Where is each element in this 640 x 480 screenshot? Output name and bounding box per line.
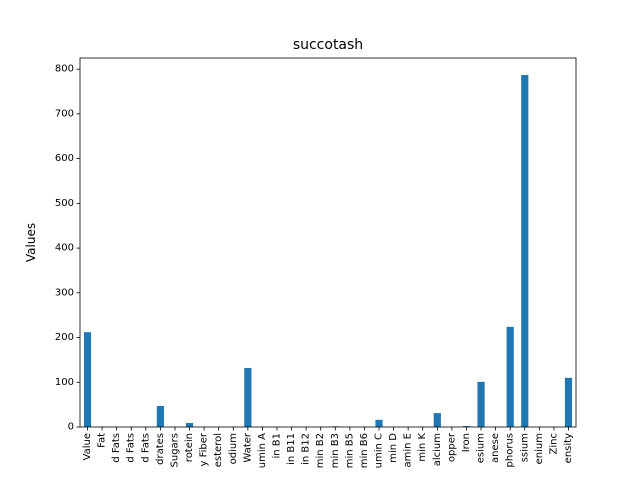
bar [185, 422, 194, 427]
bar [506, 326, 514, 427]
x-tick-label: odium [228, 433, 239, 464]
bar [521, 75, 529, 427]
x-tick-label: ssium [519, 433, 530, 462]
x-tick-label: esterol [213, 433, 224, 467]
x-tick-label: esium [476, 433, 487, 463]
x-tick-label: umin C [374, 433, 385, 468]
bar [244, 367, 252, 427]
x-axis: Value Fat d Fats d Fats d Fats drates Sugars ro… [82, 427, 574, 468]
bar [375, 419, 383, 427]
x-tick-label: d Fats [140, 433, 151, 463]
x-tick-label: Value [82, 433, 93, 460]
x-tick-label: in B12 [301, 433, 312, 465]
x-tick-label: Iron [461, 433, 472, 452]
bar [564, 377, 573, 427]
y-tick-label: 200 [55, 332, 74, 343]
x-tick-label: Water [242, 432, 253, 462]
bar [433, 413, 441, 427]
x-tick-label: alcium [432, 433, 443, 466]
x-tick-label: Fat [97, 433, 108, 448]
x-tick-label: d Fats [126, 433, 137, 463]
y-axis-label: Values [24, 223, 38, 262]
x-tick-label: enium [534, 433, 545, 464]
y-tick-label: 700 [55, 108, 74, 119]
x-tick-label: in B1 [271, 433, 282, 459]
x-tick-label: drates [155, 433, 166, 465]
y-tick-label: 100 [55, 377, 74, 388]
bar [83, 332, 92, 427]
bar [156, 405, 164, 427]
x-tick-label: phorus [505, 433, 516, 467]
y-tick-label: 600 [55, 153, 74, 164]
y-tick-label: 800 [55, 64, 74, 75]
x-tick-label: min K [417, 433, 428, 462]
x-tick-label: min B5 [344, 433, 355, 468]
x-tick-label: umin A [257, 433, 268, 468]
x-tick-label: opper [446, 432, 457, 462]
bar [477, 381, 485, 427]
x-tick-label: min D [388, 433, 399, 463]
x-tick-label: anese [490, 433, 501, 463]
x-tick-label: Sugars [169, 433, 180, 467]
x-tick-label: ensity [563, 433, 574, 463]
y-tick-label: 500 [55, 198, 74, 209]
x-tick-label: d Fats [111, 433, 122, 463]
y-axis: 0 100 200 300 400 500 600 700 800 [55, 64, 80, 433]
plot-frame [79, 57, 577, 428]
y-tick-label: 300 [55, 287, 74, 298]
y-tick-label: 0 [68, 422, 74, 433]
x-tick-label: Zinc [548, 433, 559, 454]
chart-title: succotash [293, 37, 363, 53]
x-tick-label: min B3 [330, 433, 341, 468]
x-tick-label: rotein [184, 433, 195, 462]
bar [462, 426, 471, 427]
y-tick-label: 400 [55, 243, 74, 254]
x-tick-label: y Fiber [199, 432, 210, 466]
x-tick-label: min B2 [315, 433, 326, 468]
x-tick-label: in B11 [286, 433, 297, 465]
x-tick-label: amin E [403, 433, 414, 467]
x-tick-label: min B6 [359, 433, 370, 468]
